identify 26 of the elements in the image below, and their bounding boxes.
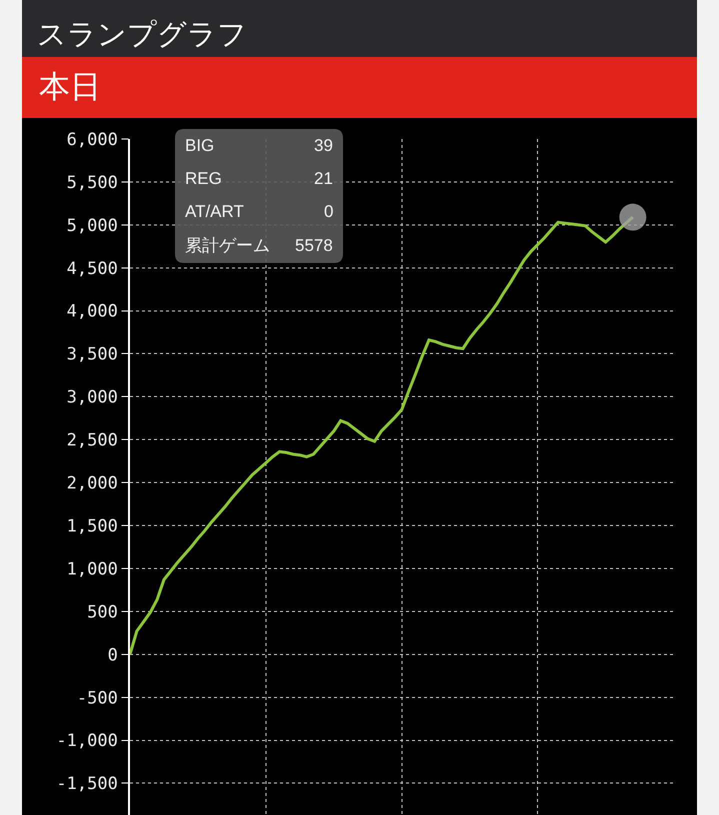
- annotation: 0: [324, 202, 334, 221]
- y-tick-label: 500: [87, 602, 118, 622]
- annotation: 5578: [295, 236, 333, 255]
- annotation: REG: [185, 169, 222, 188]
- y-tick-label: -1,500: [56, 774, 118, 794]
- y-tick-label: 5,500: [66, 172, 118, 193]
- annotation: 21: [314, 169, 333, 188]
- y-tick-label: 4,500: [66, 258, 118, 279]
- chart-subtitle: 本日: [39, 69, 101, 105]
- y-tick-label: 0: [108, 645, 118, 666]
- y-tick-label: 3,000: [66, 388, 118, 408]
- annotation: AT/ART: [185, 202, 244, 221]
- y-tick-label: 3,500: [66, 344, 118, 365]
- y-tick-label: 4,000: [66, 302, 118, 322]
- y-tick-label: 1,500: [66, 516, 118, 536]
- y-tick-label: 2,500: [66, 430, 118, 451]
- chart-title: スランプグラフ: [37, 17, 247, 52]
- y-tick-label: 6,000: [66, 130, 118, 150]
- annotation: 39: [314, 136, 333, 155]
- y-tick-label: 5,000: [66, 216, 118, 236]
- y-tick-label: -1,000: [56, 731, 118, 752]
- y-tick-label: 2,000: [66, 474, 118, 494]
- y-tick-label: 1,000: [66, 559, 118, 580]
- y-tick-label: -500: [76, 688, 118, 708]
- annotation: BIG: [185, 136, 214, 155]
- annotation: 累計ゲーム: [185, 236, 270, 255]
